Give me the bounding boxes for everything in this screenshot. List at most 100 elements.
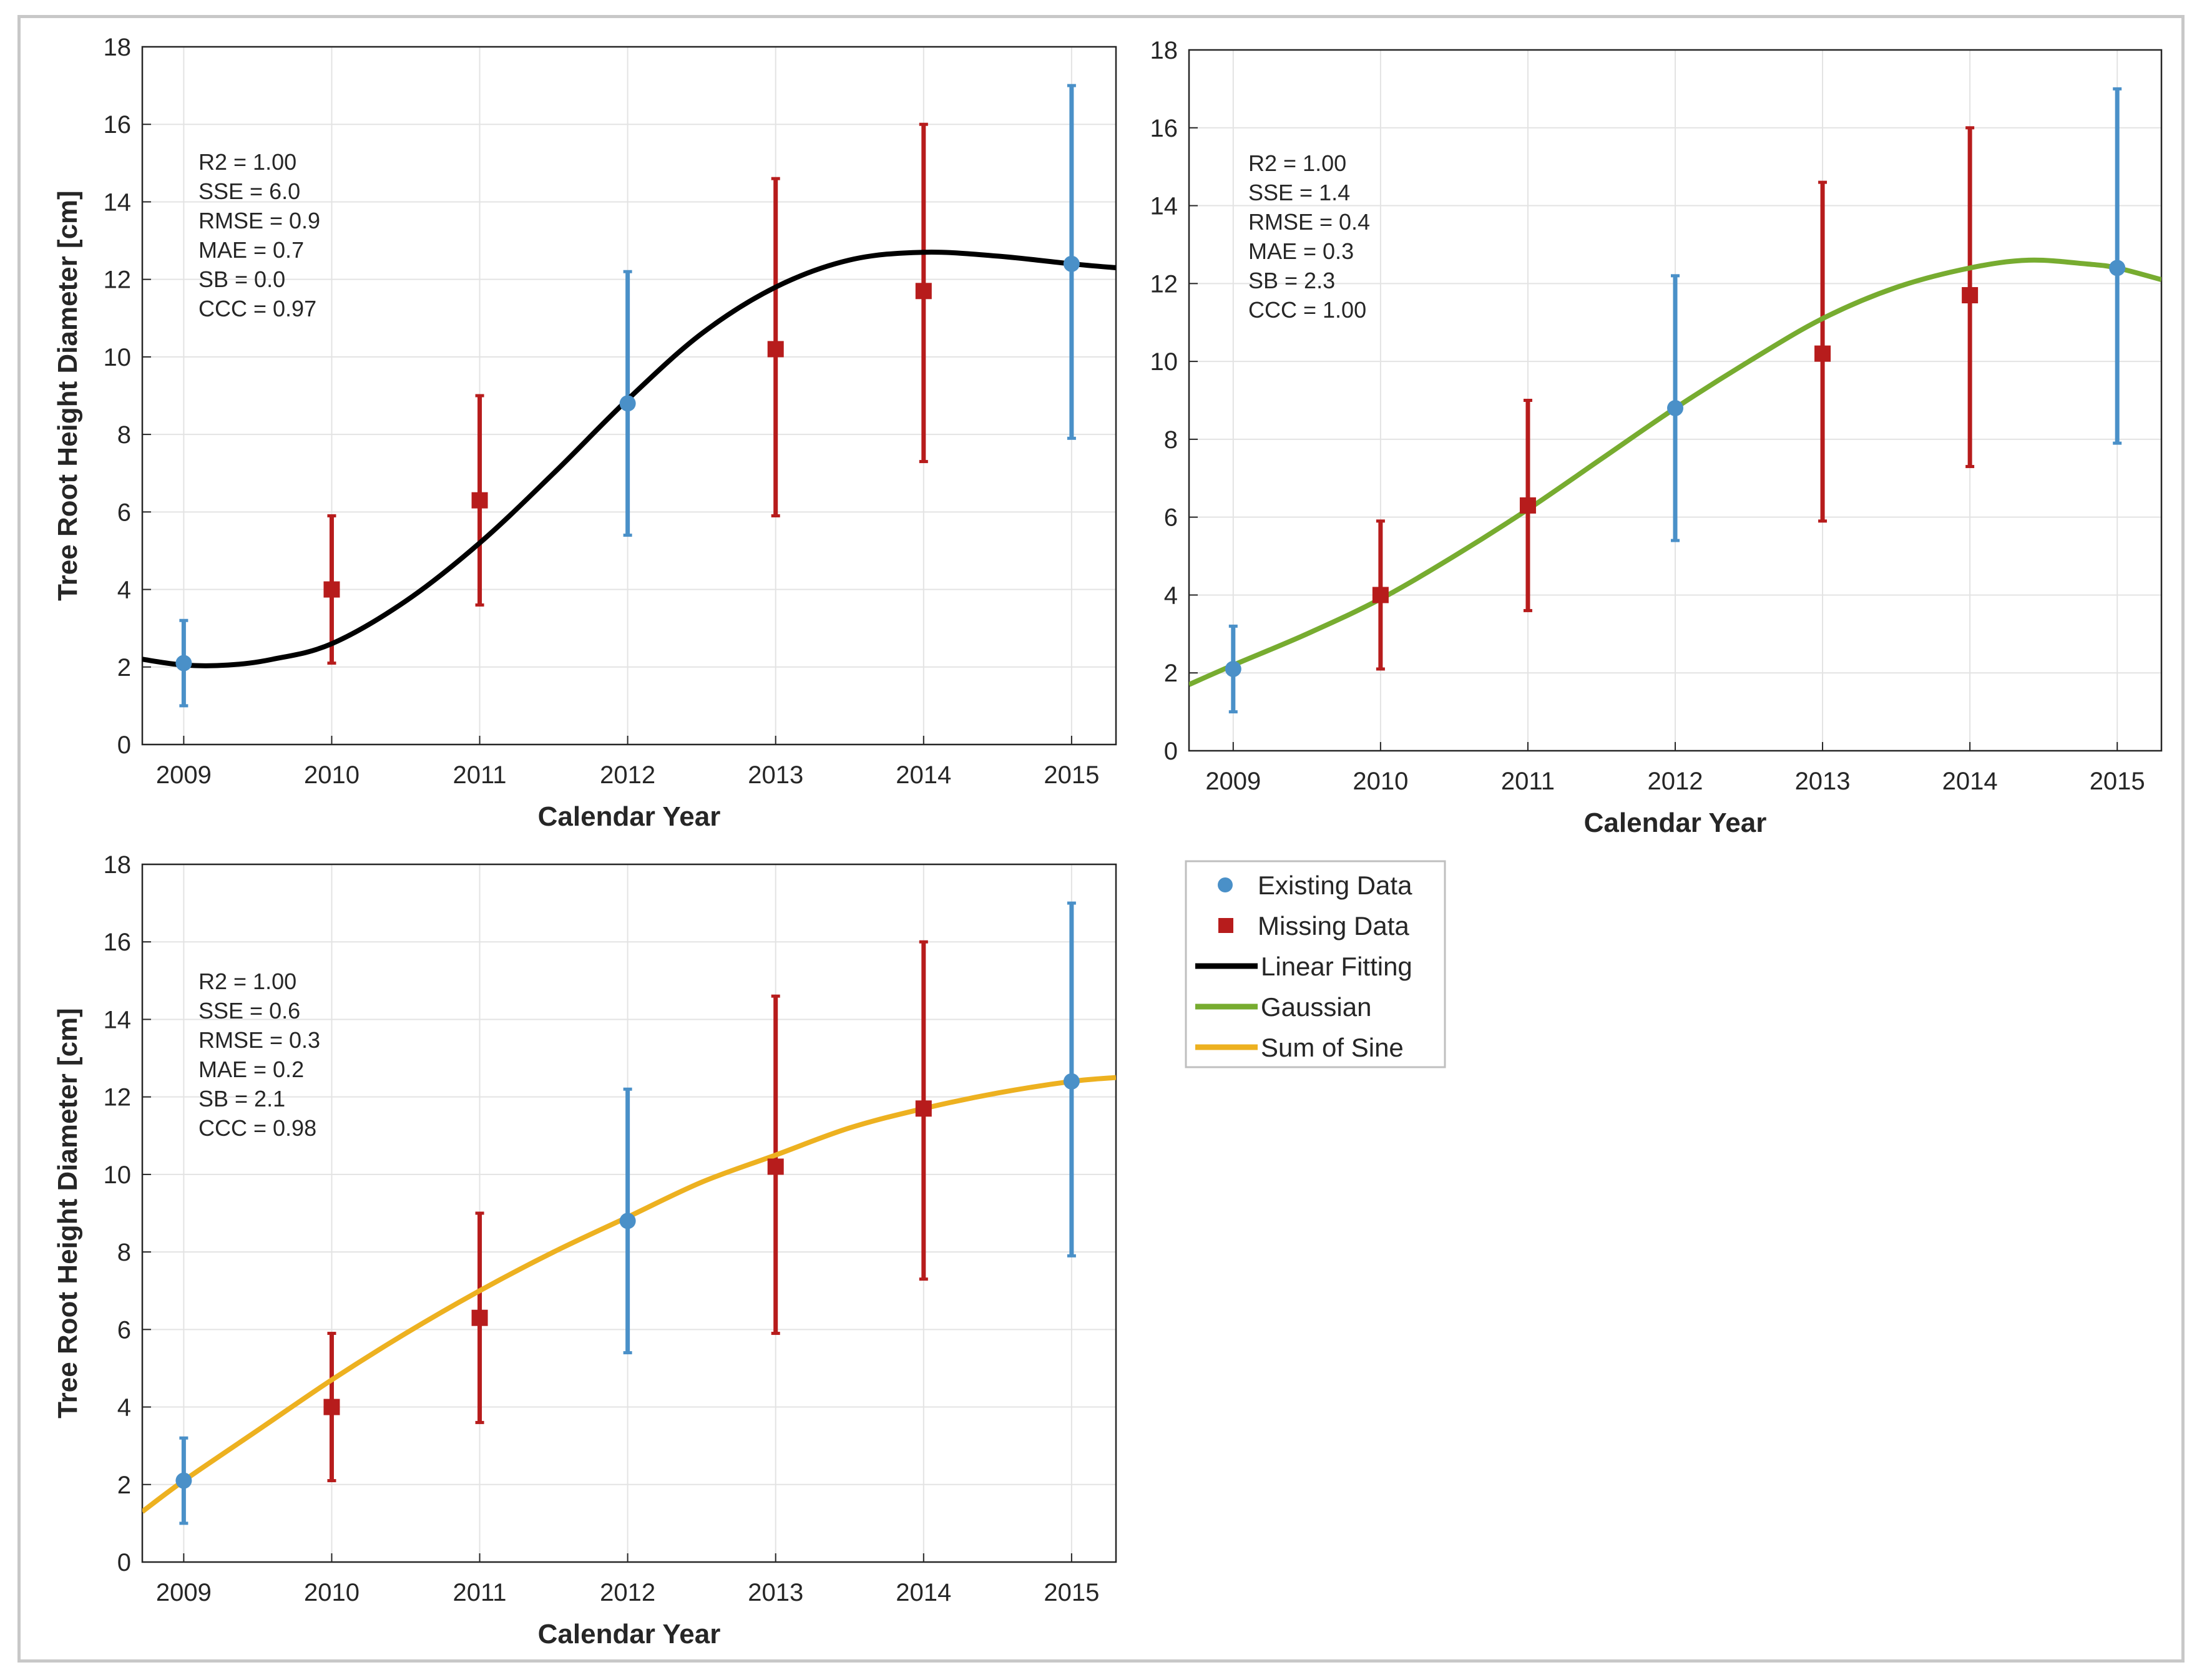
y-tick-label: 14 [104, 1006, 132, 1033]
missing-data-point [767, 1158, 784, 1175]
x-tick-label: 2011 [453, 761, 507, 789]
fit-curve [142, 250, 1116, 668]
existing-data-point [1063, 255, 1080, 272]
legend-box [1185, 860, 1446, 1068]
missing-data-point [471, 492, 488, 509]
legend-label: Gaussian [1261, 992, 1371, 1022]
y-tick-label: 4 [1164, 582, 1178, 609]
x-tick-label: 2012 [1648, 768, 1703, 795]
y-tick-label: 2 [117, 1472, 131, 1499]
y-tick-label: 10 [104, 344, 132, 371]
fit-stat: MAE = 0.3 [1248, 238, 1354, 264]
legend-marker-dot [1218, 877, 1233, 892]
legend-item: Sum of Sine [1195, 1033, 1404, 1062]
x-axis-label: Calendar Year [538, 1619, 721, 1649]
y-tick-label: 2 [117, 654, 131, 681]
y-tick-label: 16 [1150, 115, 1178, 142]
x-tick-label: 2011 [453, 1579, 507, 1606]
missing-data-point [323, 1399, 340, 1415]
fit-stat: SSE = 0.6 [198, 998, 300, 1023]
legend-item: Linear Fitting [1195, 952, 1412, 981]
y-tick-label: 6 [1164, 504, 1178, 532]
legend-item: Existing Data [1218, 871, 1412, 900]
fit-stat: SB = 2.1 [198, 1086, 285, 1111]
y-tick-label: 4 [117, 1394, 131, 1422]
fit-curve [1189, 257, 2161, 687]
x-tick-label: 2013 [748, 761, 803, 789]
legend-label: Linear Fitting [1261, 952, 1412, 981]
y-tick-label: 4 [117, 577, 131, 604]
existing-data-point [619, 395, 636, 412]
x-tick-label: 2010 [304, 1579, 360, 1606]
y-tick-label: 12 [104, 266, 132, 294]
x-axis-label: Calendar Year [538, 801, 721, 832]
x-axis-label: Calendar Year [1584, 808, 1767, 838]
x-tick-label: 2011 [1501, 768, 1555, 795]
x-tick-label: 2010 [1353, 768, 1408, 795]
y-tick-label: 18 [1150, 37, 1178, 64]
missing-data-point [1519, 497, 1536, 514]
axes-box [141, 863, 1117, 1563]
missing-data-point [1962, 287, 1979, 304]
chart-panel-1: 0 2 4 6 8 10 12 14 16 18 2009 2010 2011 2012 2013 2014 2… [52, 34, 1117, 832]
existing-data-point [1063, 1073, 1080, 1090]
x-tick-label: 2009 [156, 761, 212, 789]
fit-stat: SB = 2.3 [1248, 268, 1335, 293]
missing-data-point [323, 581, 340, 598]
x-tick-label: 2010 [304, 761, 360, 789]
fit-stat: R2 = 1.00 [198, 969, 296, 994]
y-tick-label: 12 [104, 1084, 132, 1111]
fit-stat: CCC = 1.00 [1248, 297, 1366, 323]
fit-stat: SSE = 1.4 [1248, 180, 1350, 205]
y-tick-label: 14 [104, 188, 132, 216]
y-tick-label: 6 [117, 499, 131, 526]
x-tick-label: 2009 [1205, 768, 1261, 795]
fit-stat: RMSE = 0.3 [198, 1027, 320, 1053]
missing-data-point [1372, 587, 1389, 603]
figure-frame [17, 15, 2185, 1663]
y-tick-label: 18 [104, 34, 132, 61]
y-axis-label: Tree Root Height Diameter [cm] [52, 1008, 83, 1419]
x-tick-label: 2012 [600, 1579, 655, 1606]
legend: Existing Data Missing Data Linear Fitting G… [1185, 860, 1446, 1068]
fit-stat: CCC = 0.97 [198, 296, 316, 321]
fit-stat: RMSE = 0.4 [1248, 209, 1370, 235]
existing-data-point [175, 1472, 192, 1489]
x-tick-label: 2015 [2090, 768, 2145, 795]
y-tick-label: 16 [104, 111, 132, 139]
fit-stat: SB = 0.0 [198, 266, 285, 292]
x-tick-label: 2014 [1942, 768, 1998, 795]
x-tick-label: 2013 [1795, 768, 1851, 795]
y-tick-label: 8 [1164, 426, 1178, 454]
y-tick-label: 2 [1164, 660, 1178, 687]
legend-label: Missing Data [1258, 911, 1409, 940]
y-tick-label: 0 [117, 731, 131, 759]
y-tick-label: 18 [104, 851, 132, 879]
y-tick-label: 0 [117, 1549, 131, 1576]
fit-stat: R2 = 1.00 [1248, 150, 1346, 176]
chart-panel-3: 0 2 4 6 8 10 12 14 16 18 2009 2010 2011 2012 2013 2014 2… [52, 851, 1117, 1649]
existing-data-point [2109, 260, 2126, 276]
missing-data-point [471, 1309, 488, 1326]
y-tick-label: 12 [1150, 270, 1178, 298]
x-tick-label: 2015 [1044, 1579, 1099, 1606]
x-tick-label: 2014 [896, 761, 951, 789]
legend-item: Missing Data [1218, 911, 1409, 940]
y-tick-label: 14 [1150, 193, 1178, 220]
missing-data-point [767, 341, 784, 358]
y-tick-label: 6 [117, 1316, 131, 1344]
y-tick-label: 16 [104, 929, 132, 956]
x-tick-label: 2014 [896, 1579, 951, 1606]
missing-data-point [1814, 345, 1831, 362]
missing-data-point [915, 283, 932, 300]
existing-data-point [1667, 399, 1683, 416]
existing-data-point [619, 1213, 636, 1229]
fit-stat: MAE = 0.2 [198, 1057, 304, 1082]
fit-stat: RMSE = 0.9 [198, 208, 320, 233]
y-tick-label: 10 [104, 1161, 132, 1189]
axes-box [141, 46, 1117, 746]
fit-stat: R2 = 1.00 [198, 149, 296, 175]
existing-data-point [175, 655, 192, 672]
y-tick-label: 8 [117, 421, 131, 449]
